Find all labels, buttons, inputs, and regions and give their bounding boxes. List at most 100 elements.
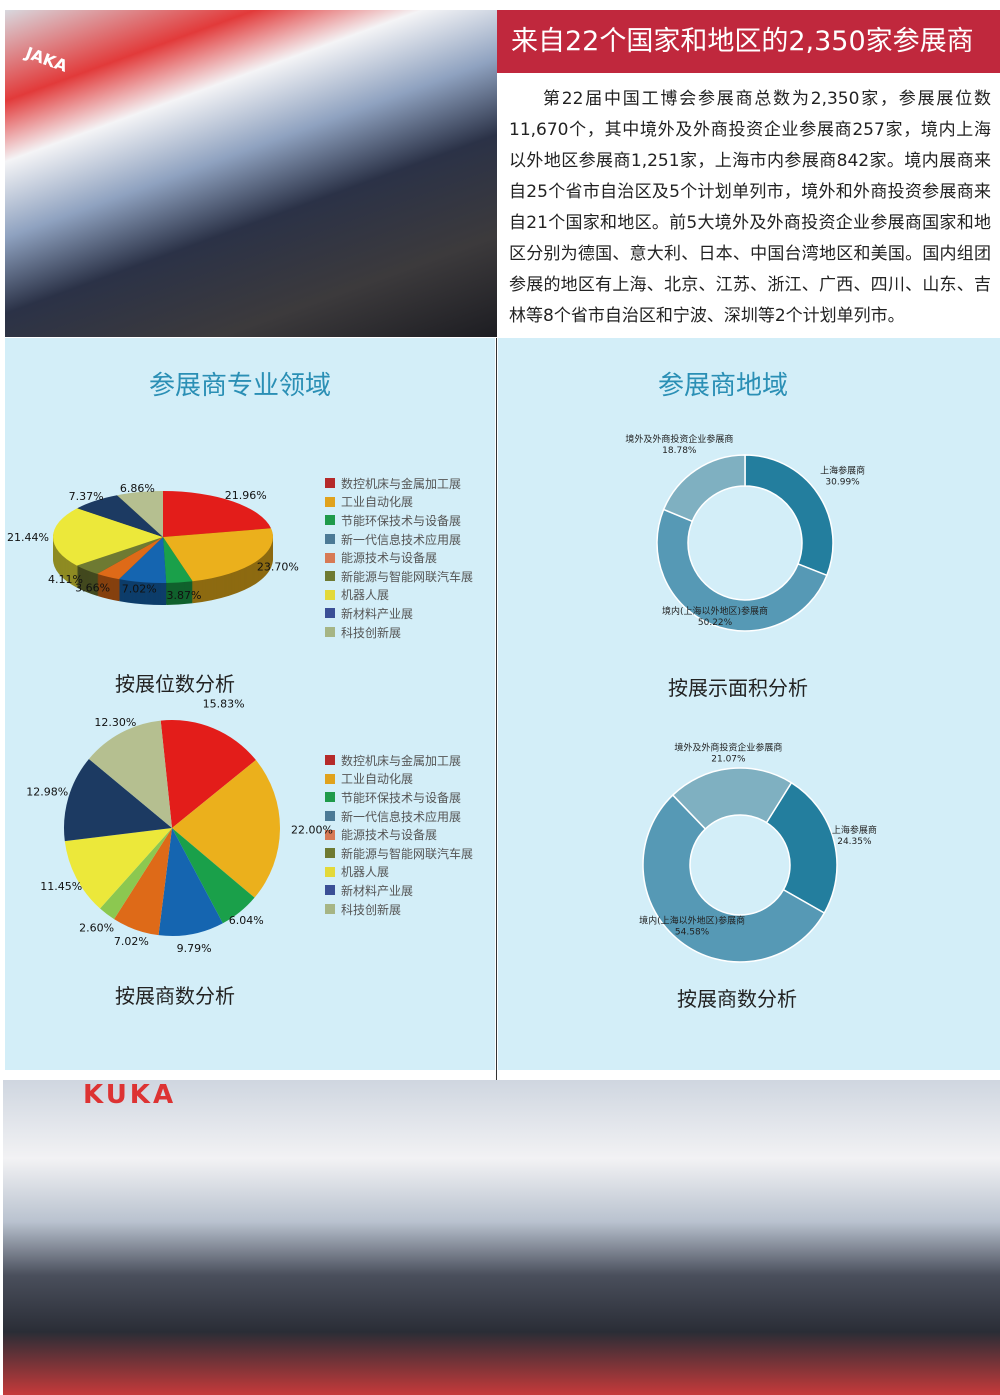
exhibition-photo-top: JAKA [5, 10, 497, 337]
slice-category-label: 境内(上海以外地区)参展商 [639, 915, 745, 927]
slice-value-label: 6.86% [120, 482, 155, 495]
legend-label: 科技创新展 [341, 625, 402, 640]
slice-value-label: 54.58% [675, 928, 710, 938]
pie-slice [172, 828, 255, 924]
pie-slice [77, 495, 163, 537]
legend-swatch [325, 534, 335, 545]
legend-swatch [325, 627, 335, 638]
legend-item: 能源技术与设备展 [325, 548, 473, 567]
legend-item: 机器人展 [325, 863, 473, 882]
slice-value-label: 15.83% [203, 697, 245, 710]
left-panel-title: 参展商专业领域 [148, 371, 331, 401]
pie-slice [656, 508, 828, 632]
legend-swatch [325, 848, 335, 859]
pie-slice [671, 767, 793, 831]
pie-slice [88, 720, 172, 828]
slice-value-label: 50.22% [698, 618, 733, 628]
intro-paragraph: 第22届中国工博会参展商总数为2,350家，参展展位数11,670个，其中境外及… [509, 89, 991, 326]
slice-value-label: 3.66% [75, 582, 110, 595]
legend-label: 机器人展 [341, 588, 390, 603]
slice-value-label: 21.44% [7, 531, 49, 544]
slice-value-label: 21.07% [711, 755, 746, 765]
slice-value-label: 6.04% [229, 914, 264, 927]
pie-slice [662, 454, 746, 523]
slice-value-label: 7.02% [122, 582, 157, 595]
slice-value-label: 24.35% [837, 837, 872, 847]
legend-swatch [325, 904, 335, 915]
legend-item: 新能源与智能网联汽车展 [325, 567, 473, 586]
pie-slice [160, 720, 256, 828]
legend-swatch [325, 552, 335, 563]
legend-label: 新能源与智能网联汽车展 [341, 569, 474, 584]
legend-label: 新一代信息技术应用展 [341, 532, 462, 547]
slice-category-label: 上海参展商 [832, 824, 877, 836]
legend-label: 新一代信息技术应用展 [341, 809, 462, 824]
legend-swatch [325, 496, 335, 507]
legend-item: 能源技术与设备展 [325, 825, 473, 844]
pie-slice [118, 537, 167, 583]
slice-value-label: 21.96% [225, 489, 267, 502]
chart1-caption: 按展位数分析 [115, 672, 235, 696]
pie-slice [765, 781, 838, 915]
legend-item: 工业自动化展 [325, 493, 473, 512]
legend-swatch [325, 755, 335, 766]
slice-value-label: 11.45% [40, 880, 82, 893]
pie-slice [64, 828, 172, 909]
legend-label: 新能源与智能网联汽车展 [341, 846, 474, 861]
legend-swatch [325, 515, 335, 526]
legend-item: 数控机床与金属加工展 [325, 751, 473, 770]
slice-value-label: 3.87% [167, 589, 202, 602]
legend-label: 数控机床与金属加工展 [341, 476, 462, 491]
slice-value-label: 18.78% [662, 446, 697, 456]
pie-slice [642, 793, 826, 963]
pie-slice [172, 760, 280, 898]
legend-swatch [325, 478, 335, 489]
legend-label: 能源技术与设备展 [341, 828, 438, 843]
chart2-legend: 数控机床与金属加工展工业自动化展节能环保技术与设备展 新一代信息技术应用展 能源技术… [325, 751, 473, 918]
panel-divider [495, 338, 497, 1080]
legend-item: 新一代信息技术应用展 [325, 530, 473, 549]
pie-slice [114, 828, 172, 936]
legend-label: 节能环保技术与设备展 [341, 790, 462, 805]
legend-item: 数控机床与金属加工展 [325, 474, 473, 493]
legend-item: 节能环保技术与设备展 [325, 511, 473, 530]
legend-item: 科技创新展 [325, 900, 473, 919]
slice-category-label: 境外及外商投资企业参展商 [674, 742, 782, 754]
legend-label: 能源技术与设备展 [341, 551, 438, 566]
slice-value-label: 4.11% [48, 573, 83, 586]
legend-label: 工业自动化展 [341, 772, 414, 787]
slice-value-label: 7.37% [69, 490, 104, 503]
legend-swatch [325, 885, 335, 896]
right-panel-title: 参展商地域 [657, 371, 788, 401]
slice-value-label: 9.79% [177, 942, 212, 955]
chart4-caption: 按展商数分析 [677, 987, 797, 1011]
chart2-caption: 按展商数分析 [115, 984, 235, 1008]
legend-item: 新一代信息技术应用展 [325, 807, 473, 826]
legend-item: 科技创新展 [325, 623, 473, 642]
section-title: 来自22个国家和地区的2,350家参展商 [497, 10, 1000, 73]
legend-item: 新材料产业展 [325, 881, 473, 900]
chart3-caption: 按展示面积分析 [668, 676, 808, 700]
legend-label: 科技创新展 [341, 902, 402, 917]
pie-slice [76, 537, 163, 574]
pie-slice [117, 491, 163, 537]
pie-slice [97, 537, 163, 580]
slice-category-label: 境外及外商投资企业参展商 [625, 433, 733, 445]
legend-label: 节能环保技术与设备展 [341, 513, 462, 528]
pie-slice [100, 828, 172, 920]
slice-value-label: 7.02% [114, 935, 149, 948]
slice-value-label: 2.60% [79, 922, 114, 935]
slice-category-label: 境内(上海以外地区)参展商 [662, 605, 768, 617]
chart1-legend: 数控机床与金属加工展 工业自动化展节能环保技术与设备展 新一代信息技术应用展 能源技术… [325, 474, 473, 641]
pie-slice [163, 491, 272, 537]
slice-value-label: 12.30% [94, 716, 136, 729]
slice-category-label: 上海参展商 [820, 465, 865, 477]
slice-value-label: 23.70% [257, 561, 299, 574]
legend-swatch [325, 811, 335, 822]
legend-label: 新材料产业展 [341, 883, 414, 898]
pie-slice [163, 528, 273, 582]
legend-item: 新材料产业展 [325, 604, 473, 623]
legend-swatch [325, 829, 335, 840]
legend-label: 机器人展 [341, 865, 390, 880]
legend-label: 工业自动化展 [341, 495, 414, 510]
